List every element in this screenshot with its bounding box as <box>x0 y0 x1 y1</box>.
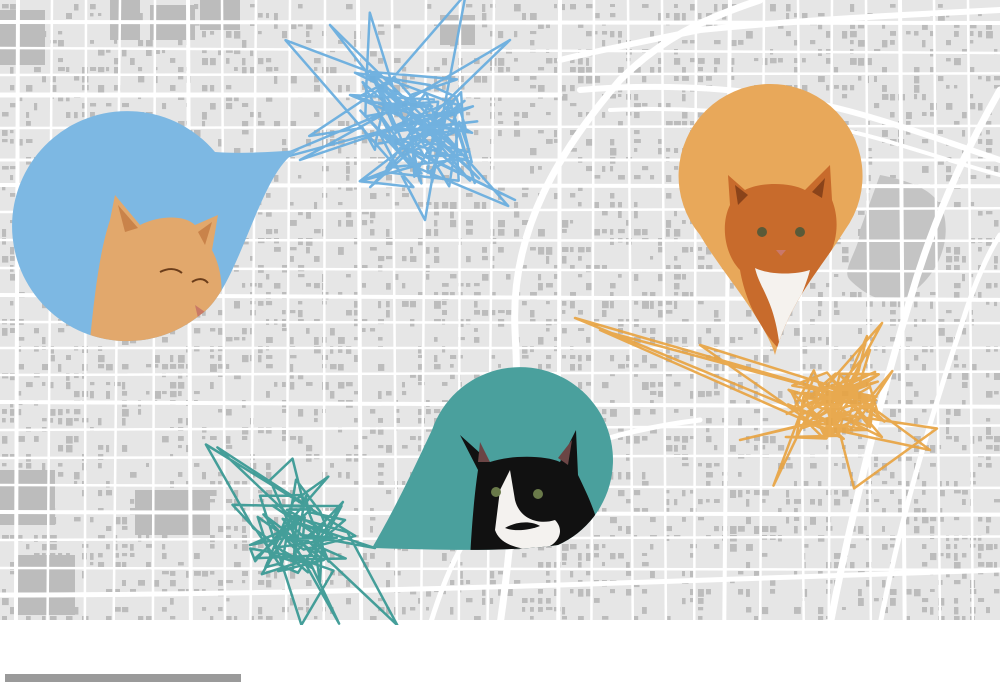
cat-pin-blue[interactable] <box>12 111 301 343</box>
map-bottom-edge <box>0 620 1000 625</box>
gps-track-orange <box>573 316 939 490</box>
gps-track-teal <box>204 443 399 625</box>
cat-pin-teal[interactable] <box>372 367 613 560</box>
orange-tabby-cat-icon <box>90 195 222 342</box>
track-line <box>573 316 939 490</box>
tuxedo-cat-icon <box>460 430 605 550</box>
street-map <box>0 0 1000 625</box>
gps-track-blue <box>264 0 517 222</box>
track-line <box>204 443 399 625</box>
scale-bar <box>5 674 241 682</box>
track-line <box>264 0 517 222</box>
